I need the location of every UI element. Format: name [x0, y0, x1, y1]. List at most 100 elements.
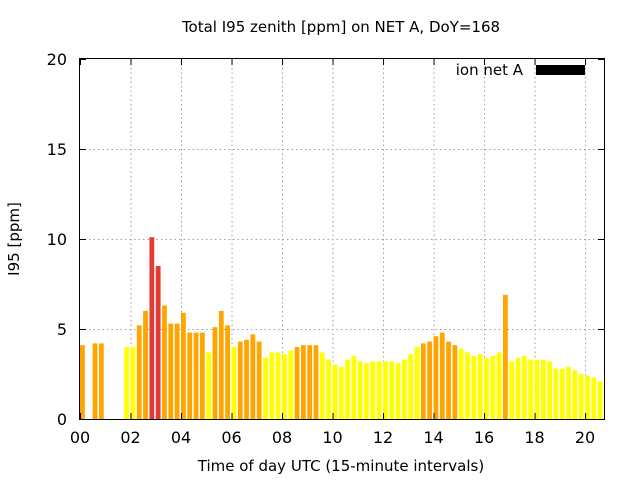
bar-43: [376, 361, 382, 419]
y-tick-label: 5: [57, 320, 67, 339]
bar-44: [383, 361, 388, 419]
legend-label: ion net A: [456, 61, 524, 79]
bar-27: [275, 352, 281, 419]
axes: 0 5 10 15 20 00 02 04 06 08 10 12 14 16 18 20: [47, 50, 604, 447]
bar-70: [547, 361, 552, 419]
y-tick-label: 0: [57, 410, 67, 429]
bar-64: [509, 361, 515, 419]
bar-40: [357, 361, 363, 419]
bar-7: [149, 237, 155, 419]
bar-series: [80, 237, 605, 419]
plot-frame: [79, 58, 605, 420]
bar-78: [597, 381, 603, 419]
bar-52: [433, 336, 439, 419]
bar-36: [332, 365, 338, 419]
x-tick-label: 18: [524, 428, 544, 447]
bar-30: [294, 347, 300, 419]
x-tick-label: 02: [120, 428, 140, 447]
bar-16: [206, 352, 212, 419]
bar-42: [370, 361, 376, 419]
bar-47: [401, 359, 407, 419]
bar-32: [307, 345, 313, 419]
bar-26: [269, 352, 275, 419]
bar-68: [534, 359, 540, 419]
legend: ion net A: [456, 61, 585, 79]
bar-29: [288, 350, 294, 419]
bar-24: [256, 341, 262, 419]
y-tick-label: 15: [47, 140, 67, 159]
bar-66: [521, 356, 527, 419]
bar-38: [345, 359, 350, 419]
bar-12: [181, 312, 186, 419]
bar-50: [420, 343, 426, 419]
bar-55: [452, 345, 458, 419]
bar-59: [477, 354, 483, 419]
bar-17: [212, 327, 218, 419]
bar-35: [326, 359, 332, 419]
bar-56: [458, 348, 464, 419]
bar-62: [496, 352, 502, 419]
bar-49: [414, 347, 420, 419]
bar-58: [471, 356, 477, 419]
x-tick-label: 00: [70, 428, 90, 447]
bar-75: [578, 374, 584, 419]
bar-39: [351, 356, 357, 419]
bar-71: [553, 368, 559, 419]
bar-53: [439, 332, 445, 419]
x-tick-label: 06: [221, 428, 241, 447]
x-tick-label: 10: [322, 428, 342, 447]
y-tick-label: 10: [47, 230, 67, 249]
bar-6: [143, 311, 148, 419]
bar-9: [162, 305, 167, 419]
bar-10: [168, 323, 174, 419]
bar-37: [338, 366, 344, 419]
bar-13: [187, 332, 193, 419]
bar-1: [92, 343, 98, 419]
bar-67: [528, 359, 534, 419]
x-tick-label: 20: [575, 428, 595, 447]
bar-54: [446, 341, 451, 419]
bar-0: [80, 345, 85, 419]
x-tick-label: 16: [474, 428, 494, 447]
bar-20: [231, 347, 237, 419]
bar-65: [515, 357, 521, 419]
bar-69: [540, 359, 546, 419]
bar-51: [427, 341, 433, 419]
bar-46: [395, 363, 401, 419]
bar-23: [250, 334, 256, 419]
bar-77: [591, 377, 597, 419]
bar-8: [155, 266, 161, 419]
bar-4: [130, 347, 136, 419]
bar-72: [559, 368, 565, 419]
chart-title: Total I95 zenith [ppm] on NET A, DoY=168: [181, 18, 500, 36]
bar-60: [484, 357, 489, 419]
bar-34: [319, 352, 325, 419]
bar-57: [465, 352, 470, 419]
x-tick-label: 14: [423, 428, 443, 447]
bar-28: [282, 354, 287, 419]
y-tick-label: 20: [47, 50, 67, 69]
bar-33: [313, 345, 319, 419]
bar-14: [193, 332, 199, 419]
bar-2: [98, 343, 104, 419]
bar-21: [237, 341, 243, 419]
bar-11: [174, 323, 180, 419]
bar-41: [364, 363, 369, 419]
x-tick-label: 12: [373, 428, 393, 447]
bar-74: [572, 370, 578, 419]
bar-63: [502, 294, 508, 419]
bar-3: [124, 347, 129, 419]
bar-73: [566, 366, 571, 419]
x-tick-label: 04: [171, 428, 191, 447]
bar-5: [136, 325, 142, 419]
bar-19: [225, 325, 231, 419]
bar-45: [389, 361, 395, 419]
x-tick-label: 08: [272, 428, 292, 447]
grid-lines: [80, 59, 604, 419]
bar-15: [199, 332, 205, 419]
bar-22: [244, 339, 249, 419]
bar-76: [585, 375, 590, 419]
bar-18: [218, 311, 224, 419]
bar-48: [408, 354, 414, 419]
